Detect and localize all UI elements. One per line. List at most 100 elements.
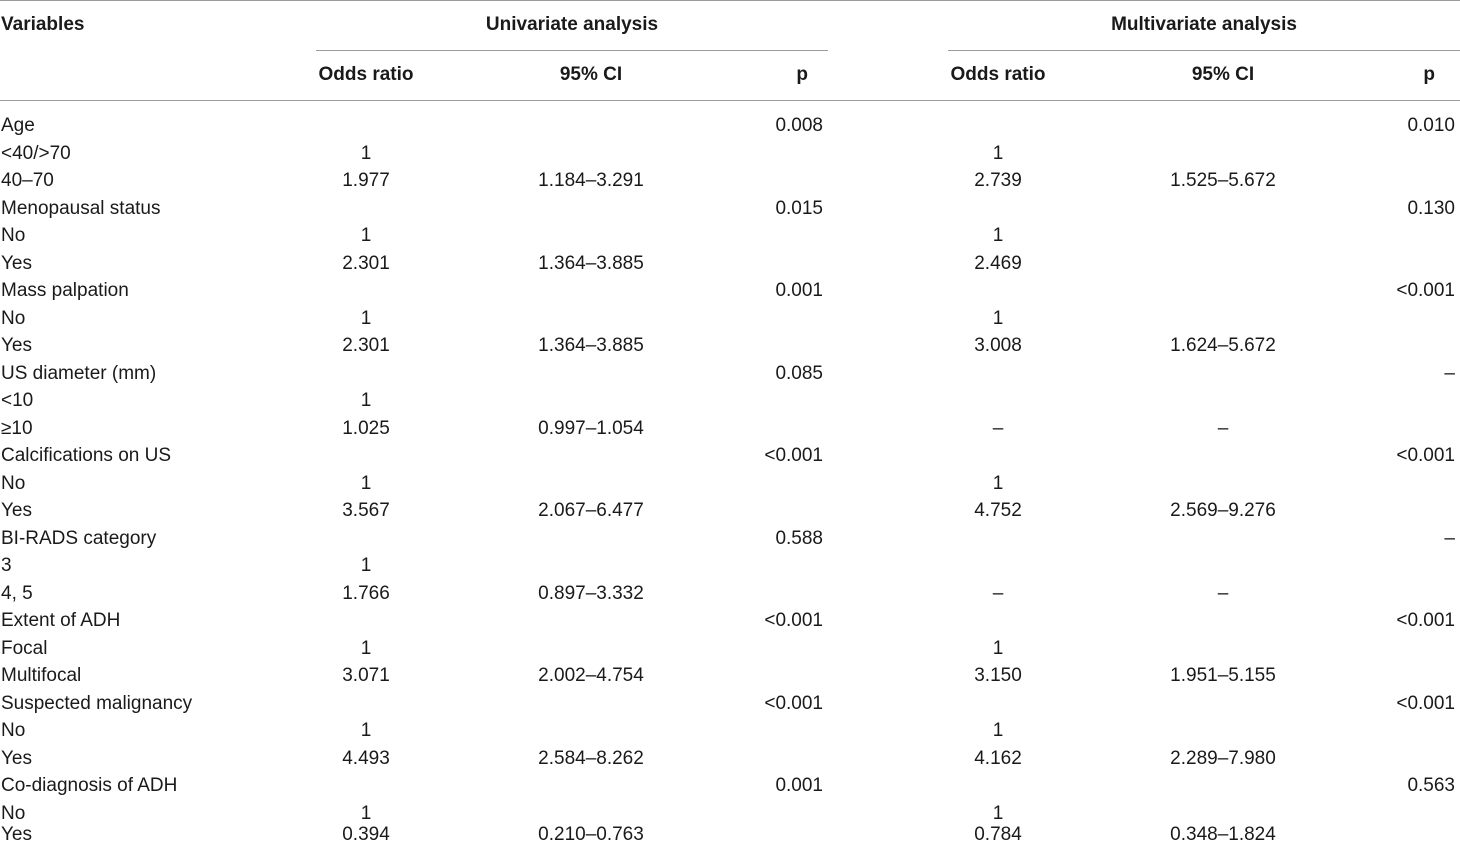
- univariate-header: Univariate analysis: [485, 14, 659, 35]
- table-row: Extent of ADH <0.001 <0.001: [0, 607, 1460, 634]
- multivariate-ci-cell: 1.525–5.672: [1170, 170, 1276, 191]
- multivariate-ci-header: 95% CI: [1191, 64, 1255, 85]
- table-row: Yes 0.394 0.210–0.763 0.784 0.348–1.824: [0, 821, 1460, 848]
- univariate-odds-ratio-cell: 1.977: [342, 170, 390, 191]
- multivariate-odds-ratio-cell: –: [992, 417, 1004, 439]
- table-row: Suspected malignancy <0.001 <0.001: [0, 690, 1460, 717]
- univariate-p-cell: <0.001: [764, 692, 823, 714]
- variable-cell: No: [1, 472, 26, 494]
- variable-cell: <10: [1, 390, 34, 411]
- multivariate-p-cell: <0.001: [1396, 445, 1455, 466]
- multivariate-p-cell: –: [1444, 362, 1455, 384]
- univariate-ci-cell: 1.364–3.885: [538, 335, 644, 356]
- table-row: 40–70 1.977 1.184–3.291 2.739 1.525–5.67…: [0, 167, 1460, 194]
- variable-cell: Multifocal: [1, 665, 82, 686]
- table-top-rule: [0, 0, 1460, 1]
- univariate-odds-ratio-cell: 3.567: [342, 500, 390, 521]
- univariate-odds-ratio-cell: 2.301: [342, 252, 390, 274]
- variable-cell: No: [1, 307, 26, 329]
- variable-cell: No: [1, 225, 26, 246]
- multivariate-odds-ratio-cell: 1: [992, 142, 1004, 164]
- univariate-odds-ratio-cell: 1.025: [342, 417, 390, 439]
- multivariate-ci-cell: 2.569–9.276: [1170, 500, 1276, 521]
- multivariate-ci-cell: 2.289–7.980: [1170, 747, 1276, 769]
- table-row: No 1 1: [0, 800, 1460, 827]
- multivariate-header: Multivariate analysis: [1111, 14, 1297, 35]
- univariate-ci-header: 95% CI: [559, 64, 623, 85]
- univariate-odds-ratio-cell: 1: [360, 225, 372, 246]
- table-row: Yes 4.493 2.584–8.262 4.162 2.289–7.980: [0, 745, 1460, 772]
- univariate-odds-ratio-cell: 1: [360, 802, 372, 824]
- variable-cell: BI-RADS category: [1, 527, 157, 549]
- variable-cell: ≥10: [1, 417, 33, 439]
- multivariate-odds-ratio-cell: 1: [992, 472, 1004, 494]
- multivariate-odds-ratio-cell: –: [992, 582, 1004, 604]
- table-row: Age 0.008 0.010: [0, 112, 1460, 139]
- multivariate-odds-ratio-cell: 2.739: [974, 170, 1022, 191]
- univariate-odds-ratio-cell: 1: [360, 637, 372, 659]
- table-row: No 1 1: [0, 717, 1460, 744]
- table-row: Yes 2.301 1.364–3.885 3.008 1.624–5.672: [0, 332, 1460, 359]
- univariate-odds-ratio-cell: 2.301: [342, 335, 390, 356]
- multivariate-odds-ratio-cell: 1: [992, 720, 1004, 741]
- multivariate-odds-ratio-cell: 0.784: [974, 824, 1022, 845]
- univariate-p-cell: <0.001: [764, 610, 823, 631]
- table-row: No 1 1: [0, 222, 1460, 249]
- table-row: US diameter (mm) 0.085 –: [0, 360, 1460, 387]
- univariate-p-cell: 0.001: [775, 775, 823, 796]
- variable-cell: <40/>70: [1, 142, 71, 164]
- table-row: <10 1: [0, 387, 1460, 414]
- variable-cell: US diameter (mm): [1, 362, 157, 384]
- multivariate-odds-ratio-cell: 1: [992, 637, 1004, 659]
- univariate-ci-cell: 1.364–3.885: [538, 252, 644, 274]
- multivariate-p-cell: <0.001: [1396, 610, 1455, 631]
- table-row: Co-diagnosis of ADH 0.001 0.563: [0, 772, 1460, 799]
- univariate-odds-ratio-cell: 1.766: [342, 582, 390, 604]
- multivariate-odds-ratio-cell: 3.150: [974, 665, 1022, 686]
- multivariate-odds-ratio-cell: 4.162: [974, 747, 1022, 769]
- univariate-odds-ratio-cell: 3.071: [342, 665, 390, 686]
- table-row: 4, 5 1.766 0.897–3.332 – –: [0, 580, 1460, 607]
- header-bottom-rule: [0, 100, 1460, 101]
- multivariate-ci-cell: 1.951–5.155: [1170, 665, 1276, 686]
- variable-cell: Yes: [1, 335, 32, 356]
- table-row: Menopausal status 0.015 0.130: [0, 195, 1460, 222]
- table-row: ≥10 1.025 0.997–1.054 – –: [0, 415, 1460, 442]
- multivariate-odds-ratio-cell: 1: [992, 225, 1004, 246]
- multivariate-p-cell: 0.130: [1407, 197, 1455, 219]
- table-row: <40/>70 1 1: [0, 140, 1460, 167]
- univariate-ci-cell: 2.067–6.477: [538, 500, 644, 521]
- univariate-ci-cell: 0.997–1.054: [538, 417, 644, 439]
- variable-cell: Focal: [1, 637, 48, 659]
- table-row: 3 1: [0, 552, 1460, 579]
- univariate-odds-ratio-cell: 1: [360, 720, 372, 741]
- variable-cell: 4, 5: [1, 582, 33, 604]
- variable-cell: Co-diagnosis of ADH: [1, 775, 178, 796]
- univariate-odds-ratio-header: Odds ratio: [318, 64, 414, 85]
- table-row: Yes 3.567 2.067–6.477 4.752 2.569–9.276: [0, 497, 1460, 524]
- univariate-ci-cell: 2.002–4.754: [538, 665, 644, 686]
- variable-cell: Mass palpation: [1, 280, 129, 301]
- variable-cell: Yes: [1, 252, 32, 274]
- variable-cell: Calcifications on US: [1, 445, 172, 466]
- univariate-odds-ratio-cell: 1: [360, 307, 372, 329]
- variable-cell: 40–70: [1, 170, 54, 191]
- table-row: Yes 2.301 1.364–3.885 2.469: [0, 250, 1460, 277]
- variable-cell: No: [1, 802, 26, 824]
- univariate-ci-cell: 1.184–3.291: [538, 170, 644, 191]
- multivariate-group-rule: [948, 50, 1460, 51]
- univariate-odds-ratio-cell: 4.493: [342, 747, 390, 769]
- univariate-ci-cell: 0.210–0.763: [538, 824, 644, 845]
- variable-cell: Yes: [1, 824, 32, 845]
- variable-cell: Extent of ADH: [1, 610, 121, 631]
- multivariate-odds-ratio-cell: 2.469: [974, 252, 1022, 274]
- variable-cell: Age: [1, 115, 35, 136]
- univariate-p-cell: 0.085: [775, 362, 823, 384]
- multivariate-odds-ratio-header: Odds ratio: [950, 64, 1046, 85]
- univariate-p-cell: 0.001: [775, 280, 823, 301]
- multivariate-odds-ratio-cell: 3.008: [974, 335, 1022, 356]
- univariate-odds-ratio-cell: 1: [360, 555, 372, 576]
- table-row: Calcifications on US <0.001 <0.001: [0, 442, 1460, 469]
- table-row: No 1 1: [0, 470, 1460, 497]
- multivariate-ci-cell: 1.624–5.672: [1170, 335, 1276, 356]
